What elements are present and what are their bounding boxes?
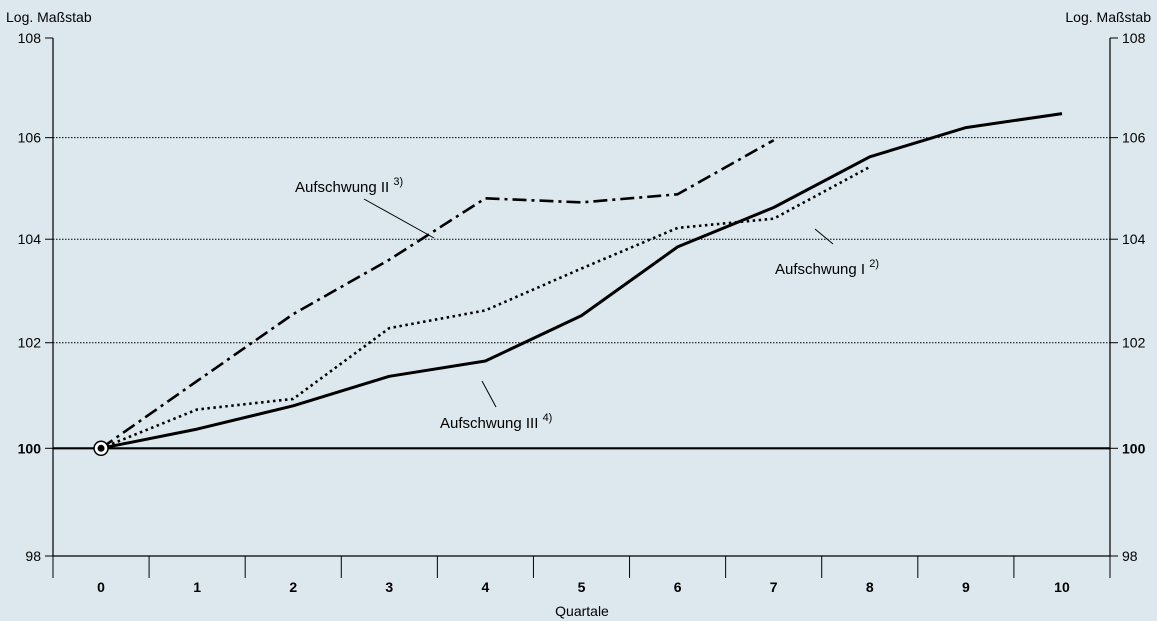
series-label-aufschwung-ii: Aufschwung II 3) [295,176,403,196]
y-tick-label-right: 100 [1122,440,1146,456]
y-axis-title-right: Log. Maßstab [1065,9,1151,25]
series-label-aufschwung-i: Aufschwung I 2) [775,258,879,278]
x-tick-label: 2 [289,579,297,595]
x-tick-label: 10 [1054,579,1070,595]
y-tick-label-left: 100 [18,440,42,456]
y-axis-title-left: Log. Maßstab [6,9,92,25]
y-tick-label-right: 106 [1122,130,1146,146]
x-tick-label: 7 [770,579,778,595]
series-labels: Aufschwung I 2) Aufschwung II 3) Aufschwun… [295,176,879,432]
x-tick-label: 0 [97,579,105,595]
series-line-aufschwung-ii [100,139,775,450]
y-tick-label-left: 108 [18,30,42,46]
y-tick-label-left: 106 [18,130,42,146]
y-tick-label-left: 104 [18,231,42,247]
y-tick-label-right: 104 [1122,231,1146,247]
origin-marker-dot [97,444,105,452]
series-line-aufschwung-i [100,165,871,450]
x-tick-label: 4 [482,579,490,595]
x-tick-label: 8 [866,579,874,595]
x-tick-label: 1 [193,579,201,595]
x-tick-label: 6 [674,579,682,595]
x-tick-label: 3 [385,579,393,595]
leader-line-aufschwung-i [814,228,834,245]
y-tick-label-left: 102 [18,335,42,351]
series-line-aufschwung-iii [100,112,1063,450]
y-tick-label-right: 98 [1122,548,1138,564]
leader-line-aufschwung-ii [363,198,435,239]
series-label-footnote: 2) [869,258,879,270]
series-label-aufschwung-iii: Aufschwung III 4) [440,412,552,432]
x-tick-label: 5 [578,579,586,595]
series-label-footnote: 3) [393,176,403,188]
leader-line-aufschwung-iii [481,380,497,408]
x-tick-label: 9 [962,579,970,595]
y-tick-label-right: 102 [1122,335,1146,351]
y-tick-label-right: 108 [1122,30,1146,46]
x-axis-title: Quartale [555,603,609,619]
series-label-footnote: 4) [543,412,553,424]
y-tick-label-left: 98 [25,548,41,564]
series-lines [93,112,1063,457]
gridlines [53,137,1110,344]
